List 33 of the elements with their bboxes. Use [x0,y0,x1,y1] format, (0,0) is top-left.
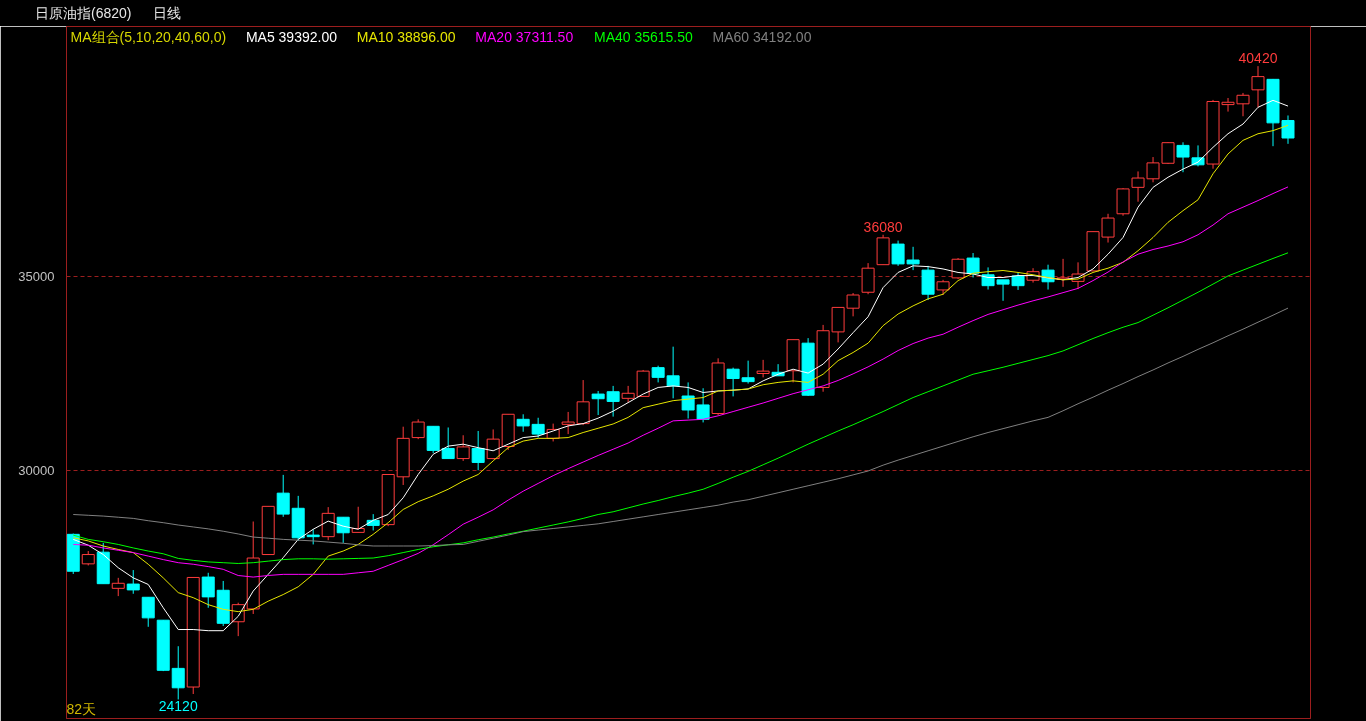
candlestick [321,506,335,541]
candlestick [456,434,470,462]
annotation: 36080 [863,218,903,235]
text: MA5 39392.00 [245,28,338,45]
candlestick [126,569,140,595]
annotation: 82天 [66,700,97,717]
chart-title: 日原油指(6820) [35,5,132,21]
text: MA20 37311.50 [475,28,574,45]
candlestick [141,596,155,628]
candlestick [111,577,125,597]
candlestick [966,252,980,278]
y-tick-label: 30000 [18,463,55,479]
candlestick [756,359,770,378]
candlestick [1251,65,1265,108]
text: MA10 38896.00 [356,28,456,45]
candlestick [201,572,215,609]
text: MA40 35615.50 [593,28,694,45]
candlestick [471,430,485,471]
candlestick [411,418,425,440]
chart-subtitle: 日线 [153,5,182,21]
annotation: 40420 [1238,50,1278,67]
y-tick-label: 35000 [18,269,55,285]
line-series [72,252,1289,564]
candlestick [531,417,545,439]
line-series [72,186,1289,578]
candlestick [1176,141,1190,173]
text: MA60 34192.00 [712,28,812,45]
candlestick [276,474,290,518]
annotation: 24120 [158,698,198,715]
legend-title: MA组合(5,10,20,40,60,0) [70,28,227,45]
line-series [72,307,1289,547]
candlestick [171,645,185,700]
candlestick [441,426,455,460]
